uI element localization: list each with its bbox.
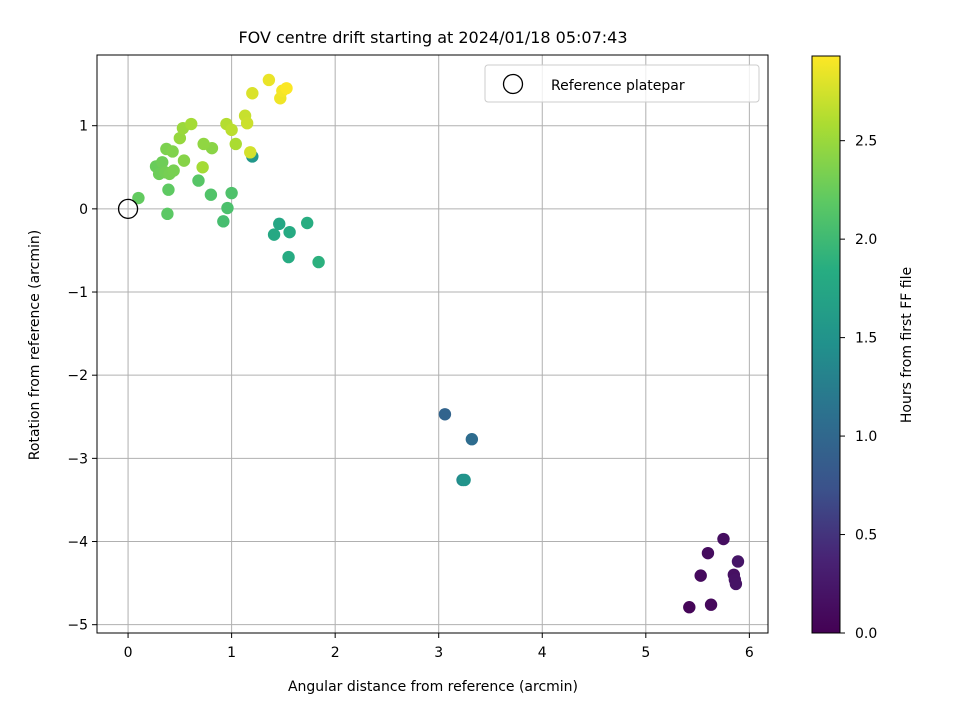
data-point [282, 250, 295, 264]
y-tick-label: −2 [67, 368, 88, 384]
data-point [244, 146, 257, 159]
data-point [683, 601, 696, 614]
x-tick-label: 4 [538, 645, 547, 661]
data-point [173, 131, 187, 145]
colorbar-tick-label: 2.0 [855, 232, 877, 248]
colorbar-tick-label: 1.0 [855, 429, 877, 445]
y-axis-ticks: −5 −4 −3 −2 −1 0 1 [67, 119, 97, 634]
data-points [117, 73, 745, 614]
colorbar: 0.0 0.5 1.0 1.5 2.0 2.5 Hours from first FF f… [811, 55, 915, 642]
colorbar-tick-label: 0.5 [855, 528, 877, 544]
data-point [161, 207, 174, 221]
legend: Reference platepar [484, 64, 760, 103]
colorbar-frame [811, 55, 841, 634]
x-axis-ticks: 0 1 2 3 4 5 6 [124, 633, 754, 661]
data-point [458, 473, 471, 487]
data-point [217, 215, 230, 228]
legend-box [484, 64, 760, 103]
colorbar-tick-label: 0.0 [855, 626, 877, 642]
reference-point-marker [117, 198, 139, 220]
data-point [221, 201, 234, 215]
data-point [185, 117, 198, 131]
data-point [301, 216, 314, 230]
data-point [225, 123, 238, 137]
x-tick-label: 0 [124, 645, 133, 661]
data-point [262, 73, 276, 87]
y-tick-label: −3 [67, 451, 88, 467]
data-point [701, 546, 715, 560]
x-tick-label: 1 [227, 645, 236, 661]
colorbar-tick-label: 2.5 [855, 134, 877, 150]
legend-marker-reference [502, 73, 524, 95]
colorbar-gradient [812, 56, 840, 633]
data-point [465, 433, 479, 446]
x-tick-label: 3 [434, 645, 443, 661]
data-point [167, 164, 180, 177]
data-point [204, 188, 218, 201]
data-point [731, 555, 745, 568]
data-point [196, 161, 209, 174]
x-axis-label: Angular distance from reference (arcmin) [288, 679, 578, 695]
colorbar-ticks: 0.0 0.5 1.0 1.5 2.0 2.5 [840, 134, 877, 642]
data-point [225, 186, 238, 200]
data-point [156, 156, 169, 169]
data-point [273, 217, 286, 231]
plot-frame [96, 54, 769, 634]
y-tick-label: −4 [67, 535, 88, 551]
data-point [283, 225, 296, 239]
data-point [162, 183, 175, 196]
data-point [694, 569, 707, 582]
x-tick-label: 2 [331, 645, 340, 661]
grid-lines [97, 55, 768, 633]
data-point [246, 87, 259, 100]
colorbar-label: Hours from first FF file [899, 267, 915, 423]
x-tick-label: 6 [745, 645, 754, 661]
data-point [704, 598, 718, 611]
data-point [166, 145, 179, 158]
data-point [729, 577, 743, 591]
data-point [717, 532, 730, 546]
data-point [177, 154, 191, 167]
data-point [438, 408, 452, 421]
data-point [312, 255, 325, 269]
data-point [197, 137, 210, 151]
data-point [192, 174, 205, 187]
data-point [132, 191, 145, 205]
data-point [240, 116, 254, 130]
x-tick-label: 5 [641, 645, 650, 661]
data-point [267, 228, 281, 241]
y-tick-label: −5 [67, 618, 88, 634]
chart-title: FOV centre drift starting at 2024/01/18 … [238, 28, 627, 47]
data-point [229, 137, 242, 151]
data-point [280, 82, 293, 95]
y-tick-label: 1 [79, 119, 88, 135]
legend-entry-reference: Reference platepar [551, 78, 685, 94]
y-tick-label: 0 [79, 202, 88, 218]
colorbar-tick-label: 1.5 [855, 331, 877, 347]
y-tick-label: −1 [67, 285, 88, 301]
y-axis-label: Rotation from reference (arcmin) [27, 230, 43, 460]
